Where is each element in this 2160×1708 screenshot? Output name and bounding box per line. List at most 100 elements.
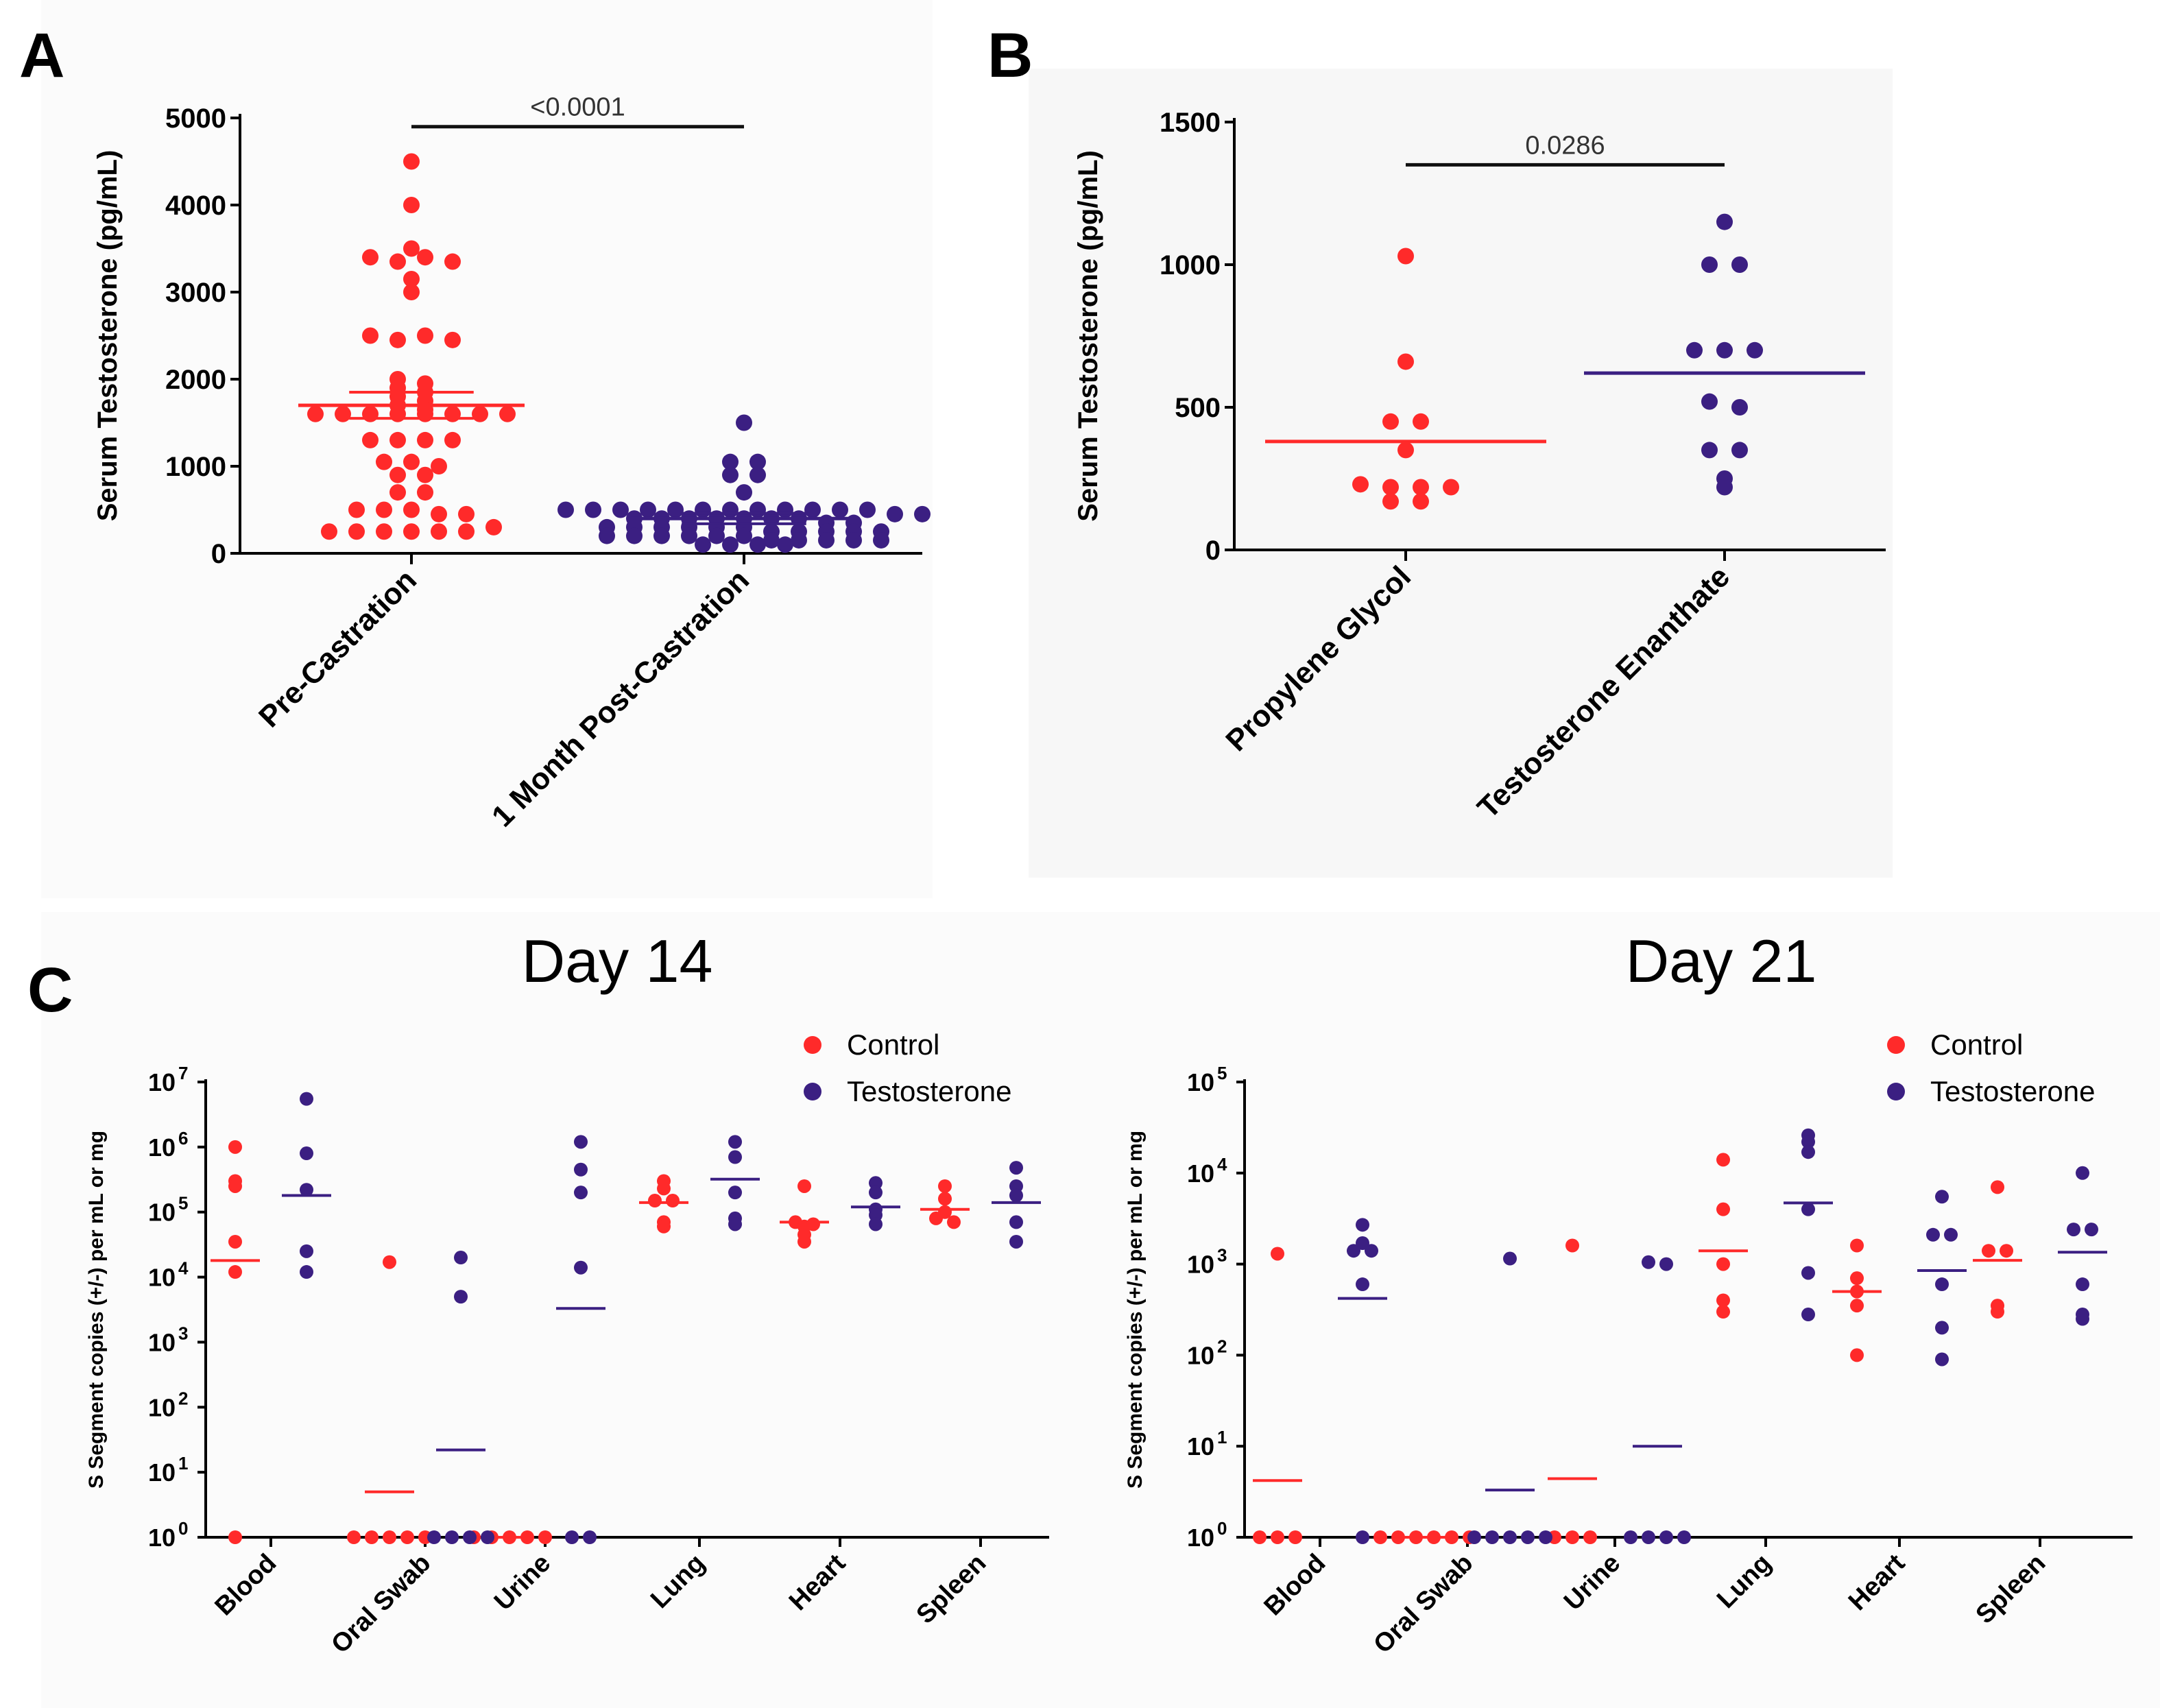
data-point bbox=[791, 531, 807, 549]
data-point bbox=[348, 501, 365, 518]
legend-label: Control bbox=[1930, 1029, 2023, 1061]
data-point bbox=[1009, 1161, 1023, 1175]
data-point bbox=[1686, 341, 1703, 359]
data-point bbox=[1391, 1530, 1405, 1544]
data-point bbox=[695, 536, 711, 553]
y-tick-label: 4000 bbox=[165, 191, 226, 221]
data-point bbox=[2076, 1312, 2089, 1326]
y-tick-base: 10 bbox=[1187, 1068, 1214, 1096]
data-point bbox=[1356, 1218, 1369, 1232]
data-point bbox=[722, 536, 739, 553]
data-point bbox=[667, 501, 684, 518]
data-point bbox=[300, 1265, 313, 1279]
data-point bbox=[1716, 1202, 1730, 1216]
panel-c-label: C bbox=[27, 955, 73, 1025]
y-axis-title: Serum Testosterone (pg/mL) bbox=[1073, 150, 1103, 522]
data-point bbox=[347, 1530, 361, 1544]
y-tick-label: 5000 bbox=[165, 104, 226, 134]
data-point bbox=[1009, 1234, 1023, 1249]
data-point bbox=[403, 453, 420, 470]
data-point bbox=[583, 1530, 597, 1544]
data-point bbox=[1716, 341, 1733, 359]
data-point bbox=[383, 1530, 396, 1544]
y-tick-base: 10 bbox=[148, 1393, 176, 1421]
data-point bbox=[804, 501, 821, 518]
y-tick-label: 1000 bbox=[1160, 250, 1221, 280]
data-point bbox=[1356, 1277, 1369, 1292]
panel-c-background bbox=[41, 912, 2160, 1708]
y-tick-label: 0 bbox=[1205, 536, 1221, 566]
legend-label: Control bbox=[847, 1029, 939, 1061]
data-point bbox=[1801, 1308, 1815, 1322]
data-point bbox=[777, 536, 793, 553]
data-point bbox=[1935, 1277, 1949, 1292]
data-point bbox=[1253, 1530, 1267, 1544]
y-tick-base: 10 bbox=[148, 1133, 176, 1162]
data-point bbox=[389, 405, 406, 422]
data-point bbox=[1565, 1530, 1579, 1544]
p-value-label: 0.0286 bbox=[1525, 131, 1605, 160]
data-point bbox=[1801, 1202, 1815, 1216]
data-point bbox=[612, 501, 629, 518]
data-point bbox=[1701, 256, 1718, 273]
data-point bbox=[389, 431, 406, 448]
y-tick-base: 10 bbox=[148, 1524, 176, 1552]
data-point bbox=[403, 501, 420, 518]
data-point bbox=[1373, 1530, 1387, 1544]
data-point bbox=[1747, 341, 1763, 359]
data-point bbox=[458, 505, 475, 522]
legend-label: Testosterone bbox=[1930, 1075, 2095, 1107]
data-point bbox=[797, 1179, 811, 1193]
y-tick-exponent: 2 bbox=[178, 1388, 188, 1408]
y-tick-exponent: 4 bbox=[178, 1258, 189, 1279]
data-point bbox=[444, 405, 461, 422]
data-point bbox=[1288, 1530, 1302, 1544]
data-point bbox=[389, 253, 406, 270]
data-point bbox=[749, 501, 766, 518]
data-point bbox=[1716, 1153, 1730, 1167]
data-point bbox=[1991, 1305, 2004, 1319]
data-point bbox=[417, 466, 433, 483]
data-point bbox=[1485, 1530, 1499, 1544]
y-axis-title: Serum Testosterone (pg/mL) bbox=[93, 150, 123, 522]
y-tick-base: 10 bbox=[148, 1458, 176, 1487]
data-point bbox=[1365, 1244, 1378, 1258]
y-tick-exponent: 0 bbox=[1217, 1518, 1227, 1539]
data-point bbox=[749, 453, 766, 470]
data-point bbox=[228, 1234, 242, 1249]
y-tick-label: 3000 bbox=[165, 278, 226, 308]
data-point bbox=[1935, 1352, 1949, 1367]
y-axis-title: S Segment copies (+/-) per mL or mg bbox=[1124, 1131, 1147, 1489]
data-point bbox=[1944, 1227, 1958, 1242]
data-point bbox=[1503, 1530, 1517, 1544]
chart-title: Day 21 bbox=[1626, 927, 1817, 995]
data-point bbox=[1503, 1251, 1517, 1266]
data-point bbox=[362, 327, 379, 344]
data-point bbox=[417, 327, 433, 344]
data-point bbox=[300, 1092, 313, 1106]
data-point bbox=[736, 414, 752, 431]
data-point bbox=[444, 431, 461, 448]
data-point bbox=[938, 1179, 952, 1193]
data-point bbox=[362, 405, 379, 422]
y-tick-exponent: 1 bbox=[178, 1453, 188, 1474]
data-point bbox=[1565, 1238, 1579, 1253]
y-tick-exponent: 4 bbox=[1217, 1154, 1227, 1175]
data-point bbox=[648, 1194, 662, 1208]
data-point bbox=[389, 466, 406, 483]
y-tick-label: 500 bbox=[1175, 393, 1221, 423]
data-point bbox=[1935, 1321, 1949, 1335]
data-point bbox=[736, 484, 752, 501]
data-point bbox=[1009, 1215, 1023, 1229]
data-point bbox=[376, 501, 392, 518]
legend-marker bbox=[1887, 1036, 1905, 1054]
data-point bbox=[1445, 1530, 1459, 1544]
data-point bbox=[574, 1186, 588, 1200]
data-point bbox=[485, 518, 502, 536]
data-point bbox=[1716, 1293, 1730, 1308]
data-point bbox=[1347, 1244, 1360, 1258]
data-point bbox=[400, 1530, 414, 1544]
y-tick-base: 10 bbox=[148, 1264, 176, 1292]
data-point bbox=[1659, 1530, 1673, 1544]
panel-a-label: A bbox=[19, 21, 64, 91]
